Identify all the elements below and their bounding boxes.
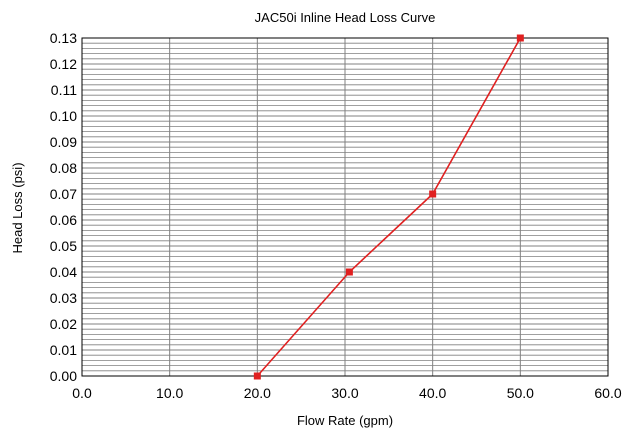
plot-frame [81,37,609,377]
y-tick-label: 0.08 [50,160,77,176]
y-tick-label: 0.06 [50,212,77,228]
x-tick-labels: 0.0 10.0 20.0 30.0 40.0 50.0 60.0 [72,385,622,401]
y-tick-label: 0.00 [50,368,77,384]
series-line [256,37,522,377]
y-axis-title: Head Loss (psi) [10,162,25,253]
grid [82,38,608,376]
data-point-marker [345,268,353,276]
x-tick-label: 50.0 [507,385,534,401]
y-tick-label: 0.12 [50,56,77,72]
x-tick-label: 10.0 [156,385,183,401]
x-tick-label: 30.0 [331,385,358,401]
data-point-marker [429,190,437,198]
y-tick-label: 0.10 [50,108,77,124]
y-tick-label: 0.05 [50,238,77,254]
data-point-marker [516,34,524,42]
data-point-marker [253,372,261,380]
x-tick-label: 20.0 [244,385,271,401]
series [253,34,524,380]
y-tick-label: 0.03 [50,290,77,306]
y-tick-label: 0.04 [50,264,77,280]
y-tick-label: 0.09 [50,134,77,150]
chart-title: JAC50i Inline Head Loss Curve [255,10,436,25]
y-tick-label: 0.01 [50,342,77,358]
x-tick-label: 40.0 [419,385,446,401]
x-axis-title: Flow Rate (gpm) [297,413,393,428]
y-tick-label: 0.07 [50,186,77,202]
y-tick-label: 0.11 [51,82,77,98]
y-tick-label: 0.13 [50,30,77,46]
x-tick-label: 60.0 [594,385,621,401]
x-tick-label: 0.0 [72,385,92,401]
y-tick-labels: 0.00 0.01 0.02 0.03 0.04 0.05 0.06 0.07 0.08 0.09… [50,30,77,384]
y-tick-label: 0.02 [50,316,77,332]
